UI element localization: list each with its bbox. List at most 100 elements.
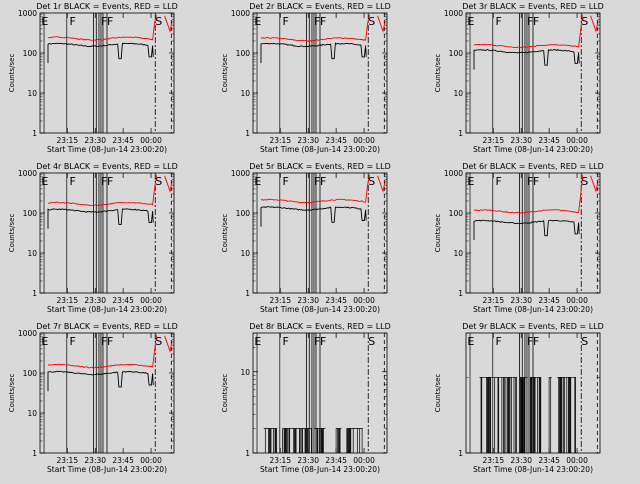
x-tick-label: 23:15 (56, 456, 78, 465)
x-axis-label: Start Time (08-Jun-14 23:00:20) (260, 465, 380, 474)
series-line-events (260, 42, 367, 64)
marker-label-S: S (368, 175, 375, 188)
chart-panel-8: Det 8r BLACK = Events, RED = LLD 1 10 Count… (221, 322, 391, 474)
marker-label-F: F (495, 175, 501, 188)
y-tick-label: 1000 (231, 9, 250, 18)
y-tick-label: 1 (32, 129, 37, 138)
x-axis-label: Start Time (08-Jun-14 23:00:20) (47, 145, 167, 154)
y-tick-label: 1 (32, 289, 37, 298)
series-line-events (47, 42, 154, 64)
series-line-lld (47, 334, 173, 369)
marker-label-E: E (254, 335, 261, 348)
y-tick-label: 1 (245, 289, 250, 298)
x-tick-label: 23:15 (269, 136, 291, 145)
marker-label-E: E (254, 175, 261, 188)
y-tick-label: 1000 (18, 329, 37, 338)
marker-label-F: F (314, 175, 320, 188)
x-tick-label: 00:00 (353, 136, 375, 145)
chart-panel-5: Det 5r BLACK = Events, RED = LLD 1 10 100 10… (221, 162, 391, 314)
y-axis-label: Counts/sec (221, 374, 229, 413)
x-tick-label: 23:15 (482, 136, 504, 145)
x-axis-label: Start Time (08-Jun-14 23:00:20) (47, 305, 167, 314)
y-tick-label: 1 (458, 129, 463, 138)
x-tick-label: 23:45 (112, 136, 134, 145)
y-tick-label: 10 (27, 89, 37, 98)
x-tick-label: 23:45 (112, 296, 134, 305)
y-tick-label: 1 (458, 449, 463, 458)
marker-label-F: F (107, 335, 113, 348)
chart-panel-6: Det 6r BLACK = Events, RED = LLD 1 10 100 10… (434, 162, 604, 314)
x-tick-label: 23:30 (297, 136, 319, 145)
marker-label-F: F (69, 175, 75, 188)
x-tick-label: 23:30 (84, 296, 106, 305)
x-tick-label: 23:15 (56, 296, 78, 305)
marker-label-F: F (107, 175, 113, 188)
series-line-events (47, 208, 154, 229)
y-axis-label: Counts/sec (8, 374, 16, 413)
x-tick-label: 23:30 (297, 296, 319, 305)
y-tick-label: 1000 (18, 169, 37, 178)
marker-label-F: F (314, 335, 320, 348)
marker-label-F: F (533, 15, 539, 28)
marker-label-F: F (107, 15, 113, 28)
marker-label-F: F (533, 175, 539, 188)
marker-label-E: E (254, 15, 261, 28)
y-tick-label: 100 (236, 209, 251, 218)
marker-label-F: F (101, 15, 107, 28)
y-axis-label: Counts/sec (8, 54, 16, 93)
y-tick-label: 10 (240, 249, 250, 258)
x-tick-label: 00:00 (140, 456, 162, 465)
marker-label-E: E (41, 335, 48, 348)
chart-title: Det 8r BLACK = Events, RED = LLD (249, 322, 391, 331)
x-tick-label: 23:30 (510, 136, 532, 145)
series-line-events (260, 206, 367, 227)
x-tick-label: 23:45 (325, 136, 347, 145)
marker-label-S: S (581, 175, 588, 188)
y-axis-label: Counts/sec (434, 374, 442, 413)
chart-panel-9: Det 9r BLACK = Events, RED = LLD 1 Counts/… (434, 322, 604, 474)
x-tick-label: 23:15 (269, 456, 291, 465)
y-axis-label: Counts/sec (8, 214, 16, 253)
y-tick-label: 100 (236, 49, 251, 58)
y-tick-label: 100 (449, 49, 464, 58)
series-line-events (47, 370, 154, 392)
x-tick-label: 23:45 (325, 456, 347, 465)
x-axis-label: Start Time (08-Jun-14 23:00:20) (260, 305, 380, 314)
y-tick-label: 1000 (444, 169, 463, 178)
marker-label-E: E (467, 335, 474, 348)
chart-panel-7: Det 7r BLACK = Events, RED = LLD 1 10 100 10… (8, 322, 178, 474)
marker-label-S: S (155, 15, 162, 28)
x-axis-label: Start Time (08-Jun-14 23:00:20) (473, 465, 593, 474)
series-line-events (263, 428, 363, 453)
x-tick-label: 23:30 (84, 136, 106, 145)
y-tick-label: 10 (27, 409, 37, 418)
marker-label-F: F (320, 335, 326, 348)
marker-label-S: S (581, 335, 588, 348)
series-line-lld (260, 174, 386, 204)
y-tick-label: 1000 (231, 169, 250, 178)
x-tick-label: 00:00 (353, 456, 375, 465)
chart-panel-3: Det 3r BLACK = Events, RED = LLD 1 10 100 10… (434, 2, 604, 154)
x-tick-label: 23:30 (510, 456, 532, 465)
y-tick-label: 100 (23, 49, 38, 58)
series-line-lld (261, 14, 386, 42)
x-axis-label: Start Time (08-Jun-14 23:00:20) (473, 145, 593, 154)
marker-label-F: F (495, 15, 501, 28)
chart-title: Det 7r BLACK = Events, RED = LLD (36, 322, 178, 331)
x-tick-label: 00:00 (353, 296, 375, 305)
x-tick-label: 00:00 (566, 136, 588, 145)
y-tick-label: 10 (240, 89, 250, 98)
marker-label-F: F (101, 175, 107, 188)
series-line-events (479, 376, 576, 453)
x-tick-label: 23:30 (84, 456, 106, 465)
marker-label-S: S (155, 175, 162, 188)
y-tick-label: 100 (23, 209, 38, 218)
marker-label-F: F (282, 175, 288, 188)
series-line-events (473, 219, 580, 241)
marker-label-F: F (314, 15, 320, 28)
x-tick-label: 23:45 (538, 456, 560, 465)
chart-title: Det 2r BLACK = Events, RED = LLD (249, 2, 391, 11)
series-line-lld (47, 14, 173, 41)
y-tick-label: 1 (245, 449, 250, 458)
